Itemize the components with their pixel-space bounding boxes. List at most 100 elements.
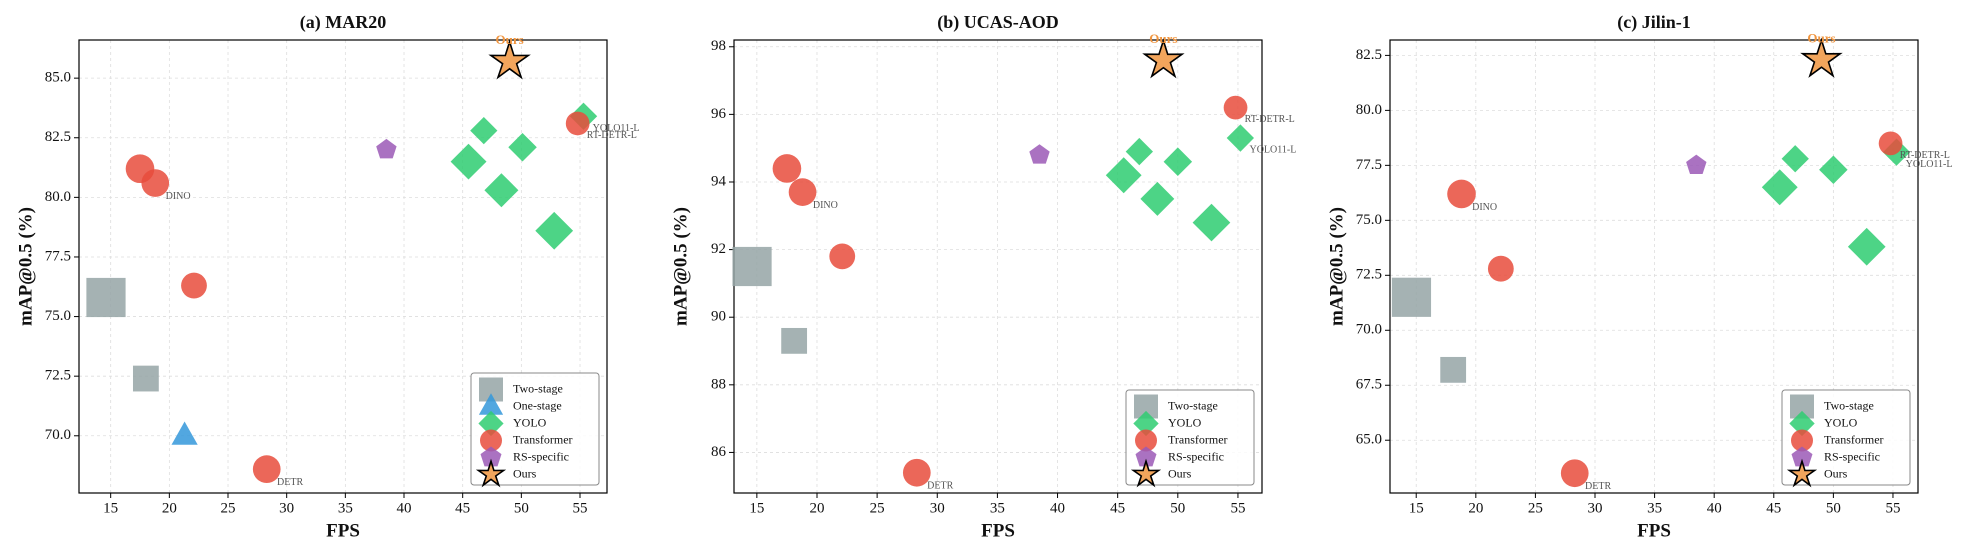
x-tick-label: 20	[809, 500, 824, 516]
point-label: YOLO11-L	[1249, 145, 1296, 156]
point	[141, 169, 170, 197]
y-tick-label: 94	[711, 173, 727, 189]
plot-frame	[78, 39, 608, 494]
point	[1226, 124, 1254, 152]
legend-marker	[1135, 429, 1157, 452]
legend-label: YOLO	[1168, 415, 1202, 429]
x-tick-label: 35	[338, 500, 353, 516]
point	[450, 143, 487, 180]
point-label: YOLO11-L	[1906, 159, 1953, 170]
legend-label: Transformer	[513, 432, 573, 446]
x-tick-label: 25	[1528, 500, 1543, 516]
y-tick-label: 65.0	[1356, 432, 1382, 448]
point	[732, 246, 772, 287]
x-tick-label: 55	[1230, 500, 1245, 516]
plot-frame	[1389, 39, 1919, 494]
point	[1781, 145, 1809, 173]
y-tick-label: 98	[711, 38, 726, 54]
legend-label: Ours	[1824, 466, 1848, 480]
y-tick-label: 77.5	[45, 248, 71, 264]
x-tick-label: 20	[1468, 500, 1483, 516]
y-tick-label: 82.5	[45, 129, 71, 145]
y-axis-label: mAP@0.5 (%)	[670, 207, 691, 326]
legend-label: Ours	[513, 466, 537, 480]
legend-marker	[478, 410, 504, 437]
legend-label: Two-stage	[1168, 398, 1218, 412]
y-tick-label: 72.5	[45, 368, 71, 384]
y-tick-label: 77.5	[1356, 157, 1382, 173]
point-label: DETR	[277, 477, 303, 488]
x-tick-label: 55	[1885, 500, 1900, 516]
point	[829, 243, 856, 270]
x-axis-label: FPS	[981, 520, 1015, 541]
point	[488, 39, 531, 80]
x-tick-label: 55	[573, 500, 588, 516]
point	[132, 365, 159, 392]
legend-marker	[1786, 458, 1818, 488]
point	[470, 117, 498, 145]
point	[1686, 154, 1707, 174]
chart-title: (a) MAR20	[300, 12, 386, 33]
x-tick-label: 45	[455, 500, 470, 516]
y-tick-label: 80.0	[1356, 102, 1382, 118]
point	[1560, 459, 1589, 488]
point	[86, 277, 126, 318]
panel: (b) UCAS-AOD FPS mAP@0.5 (%) 15 20 25 30 35 40 45…	[670, 12, 1296, 541]
y-axis-label: mAP@0.5 (%)	[15, 207, 36, 326]
point-label: YOLO11-L	[593, 123, 640, 134]
y-tick-label: 88	[711, 376, 726, 392]
legend-label: Transformer	[1168, 432, 1228, 446]
point	[1223, 95, 1248, 120]
point	[1440, 356, 1467, 383]
x-tick-label: 45	[1110, 500, 1125, 516]
x-tick-label: 30	[930, 500, 945, 516]
legend: Two-stage One-stage YOLO Transformer RS-spec…	[470, 372, 600, 488]
panel: (a) MAR20 FPS mAP@0.5 (%) 15 20 25 30 35 40 45 50 5…	[15, 12, 639, 541]
x-tick-label: 50	[1826, 500, 1841, 516]
point	[1029, 144, 1050, 164]
point	[788, 178, 817, 206]
point	[781, 327, 808, 354]
point	[902, 458, 931, 487]
legend-marker	[1133, 410, 1159, 437]
legend-label: Transformer	[1824, 432, 1884, 446]
y-tick-label: 80.0	[45, 189, 71, 205]
point	[181, 272, 207, 299]
point	[1142, 37, 1185, 79]
point-label: RT-DETR-L	[1900, 150, 1950, 161]
point	[1761, 169, 1798, 206]
x-tick-label: 20	[162, 500, 177, 516]
legend-marker	[1791, 429, 1813, 452]
y-tick-label: 70.0	[1356, 322, 1382, 338]
x-tick-label: 30	[1588, 500, 1603, 516]
legend-label: RS-specific	[513, 449, 569, 463]
point	[1819, 155, 1848, 184]
x-tick-label: 45	[1766, 500, 1781, 516]
point	[1192, 203, 1231, 242]
point-label: Ours	[1149, 31, 1177, 46]
point	[1391, 277, 1432, 317]
legend-marker	[478, 393, 504, 415]
y-tick-label: 86	[711, 444, 727, 460]
legend-marker	[475, 458, 507, 488]
legend-marker	[1791, 446, 1813, 467]
x-tick-label: 50	[514, 500, 529, 516]
point	[376, 138, 397, 159]
x-tick-label: 15	[749, 500, 764, 516]
point	[484, 173, 519, 208]
x-tick-label: 35	[1647, 500, 1662, 516]
x-axis-label: FPS	[326, 520, 360, 541]
point-label: Ours	[1807, 30, 1835, 45]
y-axis-label: mAP@0.5 (%)	[1326, 207, 1347, 326]
y-tick-label: 82.5	[1356, 47, 1382, 63]
legend-label: One-stage	[513, 398, 562, 412]
point	[1163, 147, 1193, 176]
legend: Two-stage YOLO Transformer RS-specific Ours	[1781, 389, 1911, 488]
point-label: RT-DETR-L	[587, 130, 637, 141]
x-tick-label: 35	[990, 500, 1005, 516]
legend-marker	[1135, 446, 1157, 467]
legend-label: RS-specific	[1168, 449, 1224, 463]
point	[772, 154, 802, 183]
y-tick-label: 67.5	[1356, 377, 1382, 393]
